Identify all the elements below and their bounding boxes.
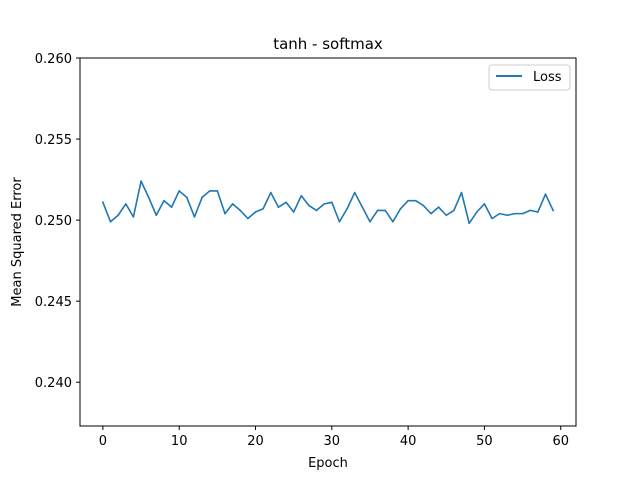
data-point (369, 220, 371, 223)
y-axis-label: Mean Squared Error (10, 177, 25, 307)
data-point (468, 222, 470, 225)
y-axis: 0.240 0.245 0.250 0.255 0.260 (35, 52, 80, 391)
axes-frame (79, 57, 577, 427)
y-tick-label: 0.260 (35, 52, 72, 67)
data-point (285, 201, 287, 204)
data-point (407, 199, 409, 202)
y-tick-label: 0.255 (35, 133, 72, 148)
data-point (193, 216, 196, 218)
x-tick-label: 40 (400, 434, 417, 449)
x-tick-label: 30 (324, 434, 341, 449)
data-point (170, 206, 173, 208)
data-point (361, 206, 364, 208)
data-point (186, 196, 188, 199)
y-tick-label: 0.250 (35, 214, 72, 229)
data-point (155, 214, 158, 217)
data-point (346, 207, 348, 210)
data-point (109, 220, 112, 223)
data-point (315, 209, 318, 212)
x-axis: 0 10 20 30 40 50 60 (99, 426, 569, 449)
data-point (414, 199, 417, 202)
data-point (201, 196, 203, 199)
data-point (422, 204, 425, 207)
legend-label-loss: Loss (533, 70, 562, 85)
data-point (376, 209, 379, 212)
data-point (529, 209, 532, 212)
series-line-loss (101, 180, 555, 225)
data-point (552, 209, 554, 212)
data-point (254, 211, 257, 213)
x-tick-label: 50 (476, 434, 493, 449)
data-point (163, 199, 165, 202)
y-tick-label: 0.240 (35, 376, 72, 391)
data-point (224, 212, 226, 215)
data-point (392, 220, 394, 223)
data-point (216, 190, 219, 192)
x-tick-label: 0 (99, 434, 107, 449)
data-point (277, 206, 280, 208)
data-point (300, 195, 303, 197)
data-point (445, 214, 448, 217)
data-point (231, 203, 234, 205)
data-point (147, 196, 150, 199)
x-tick-label: 60 (552, 434, 569, 449)
data-point (521, 212, 524, 215)
data-point (430, 212, 432, 215)
data-point (437, 206, 440, 208)
data-point (239, 209, 242, 212)
data-point (506, 214, 509, 217)
data-point (132, 216, 135, 218)
data-point (323, 203, 325, 205)
data-point (491, 217, 493, 220)
data-point (514, 212, 516, 215)
data-point (460, 191, 463, 194)
data-point (308, 204, 310, 207)
data-point (178, 190, 180, 192)
data-point (140, 180, 142, 183)
legend-box (488, 64, 571, 91)
data-point (453, 209, 455, 212)
data-point (399, 207, 402, 210)
data-point (269, 191, 272, 194)
chart-title: tanh - softmax (273, 35, 383, 53)
data-point (544, 193, 547, 195)
x-tick-label: 20 (247, 434, 264, 449)
plot-area (79, 57, 577, 427)
data-point (208, 190, 211, 192)
legend: Loss (488, 64, 571, 91)
data-point (292, 211, 295, 213)
data-point (384, 209, 387, 212)
x-axis-label: Epoch (308, 456, 348, 471)
data-point (338, 220, 341, 223)
data-point (353, 191, 356, 194)
data-point (537, 211, 539, 213)
x-tick-label: 10 (171, 434, 188, 449)
data-point (124, 203, 127, 205)
data-point (498, 212, 501, 215)
data-point (102, 201, 104, 204)
data-point (262, 207, 264, 210)
y-tick-label: 0.245 (35, 295, 72, 310)
data-point (331, 201, 333, 204)
data-point (476, 211, 478, 213)
data-point (483, 203, 486, 205)
data-point (117, 214, 119, 217)
data-point (247, 217, 249, 220)
